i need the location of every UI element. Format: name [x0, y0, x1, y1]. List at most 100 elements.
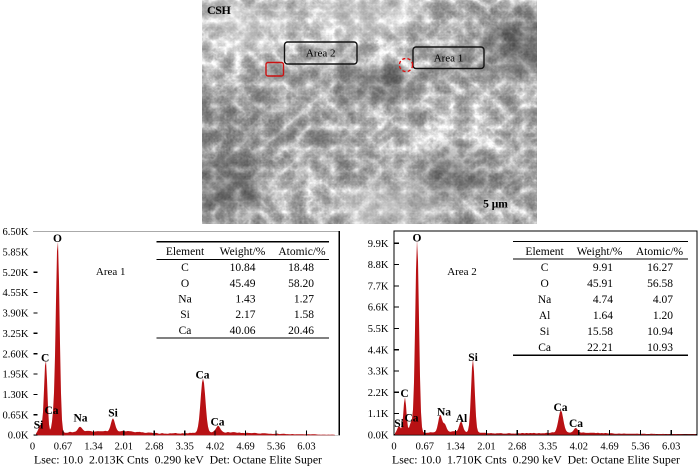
svg-text:0.65K: 0.65K — [3, 410, 29, 421]
svg-text:Atomic/%: Atomic/% — [636, 246, 684, 258]
svg-text:3.35: 3.35 — [539, 442, 557, 453]
svg-text:Area 2: Area 2 — [306, 48, 336, 60]
svg-text:4.07: 4.07 — [653, 294, 673, 306]
svg-text:4.69: 4.69 — [236, 442, 254, 453]
svg-text:Ca: Ca — [569, 418, 583, 430]
svg-text:Na: Na — [73, 413, 87, 425]
svg-text:Si: Si — [394, 418, 404, 430]
svg-text:5.5K: 5.5K — [368, 324, 389, 335]
svg-text:0: 0 — [30, 442, 35, 453]
svg-text:58.20: 58.20 — [288, 278, 314, 290]
svg-text:1.27: 1.27 — [294, 294, 314, 306]
svg-text:2.01: 2.01 — [477, 442, 495, 453]
svg-text:0.67: 0.67 — [54, 442, 72, 453]
svg-text:O: O — [413, 233, 422, 245]
svg-text:10.84: 10.84 — [230, 262, 256, 274]
svg-text:6.03: 6.03 — [662, 442, 680, 453]
svg-text:C: C — [181, 262, 189, 274]
svg-text:5.36: 5.36 — [631, 442, 649, 453]
svg-text:O: O — [181, 278, 189, 290]
svg-text:3.3K: 3.3K — [368, 367, 389, 378]
svg-text:5 μm: 5 μm — [483, 199, 508, 211]
svg-text:2.01: 2.01 — [115, 442, 133, 453]
svg-text:2.60K: 2.60K — [3, 349, 29, 360]
svg-text:4.02: 4.02 — [570, 442, 588, 453]
svg-text:4.69: 4.69 — [600, 442, 618, 453]
svg-text:9.9K: 9.9K — [368, 239, 389, 250]
svg-text:Al: Al — [456, 413, 468, 425]
svg-text:C: C — [400, 388, 408, 400]
svg-text:Weight/%: Weight/% — [220, 246, 266, 258]
svg-text:4.55K: 4.55K — [3, 288, 29, 299]
svg-text:15.58: 15.58 — [587, 326, 613, 338]
svg-text:4.74: 4.74 — [593, 294, 613, 306]
svg-text:Ca: Ca — [404, 413, 418, 425]
svg-text:22.21: 22.21 — [587, 342, 613, 354]
svg-text:2.68: 2.68 — [508, 442, 526, 453]
svg-text:3.90K: 3.90K — [3, 309, 29, 320]
svg-text:1.43: 1.43 — [235, 294, 255, 306]
svg-text:Weight/%: Weight/% — [577, 246, 623, 258]
svg-text:18.48: 18.48 — [288, 262, 314, 274]
svg-text:Si: Si — [108, 408, 118, 420]
svg-text:5.85K: 5.85K — [3, 247, 29, 258]
svg-text:3.35: 3.35 — [176, 442, 194, 453]
svg-text:8.8K: 8.8K — [368, 260, 389, 271]
svg-text:Lsec: 10.0 2.013K Cnts 0.290: Lsec: 10.0 2.013K Cnts 0.290 keV Det: Oc… — [34, 452, 322, 466]
svg-text:2.2K: 2.2K — [368, 388, 389, 399]
svg-text:0.0K: 0.0K — [368, 430, 389, 441]
svg-text:5.36: 5.36 — [267, 442, 285, 453]
svg-text:C: C — [541, 262, 549, 274]
svg-text:1.58: 1.58 — [294, 309, 314, 321]
svg-text:Si: Si — [180, 309, 190, 321]
svg-text:Area 2: Area 2 — [447, 266, 477, 278]
svg-text:0: 0 — [391, 442, 396, 453]
svg-text:Atomic/%: Atomic/% — [278, 246, 326, 258]
svg-text:Ca: Ca — [44, 405, 58, 417]
svg-text:Si: Si — [468, 352, 478, 364]
svg-text:2.17: 2.17 — [235, 309, 255, 321]
svg-text:Al: Al — [539, 310, 551, 322]
svg-text:O: O — [540, 278, 548, 290]
svg-text:20.46: 20.46 — [288, 325, 314, 337]
svg-text:56.58: 56.58 — [647, 278, 673, 290]
svg-text:Area 1: Area 1 — [96, 266, 126, 278]
svg-text:5.20K: 5.20K — [3, 268, 29, 279]
svg-text:1.95K: 1.95K — [3, 370, 29, 381]
svg-text:Ca: Ca — [195, 370, 209, 382]
svg-text:45.49: 45.49 — [230, 278, 256, 290]
svg-text:Ca: Ca — [553, 402, 567, 414]
svg-text:9.91: 9.91 — [593, 262, 613, 274]
svg-text:Si: Si — [34, 420, 44, 432]
svg-text:0.0K: 0.0K — [8, 431, 29, 442]
svg-text:Ca: Ca — [538, 342, 551, 354]
svg-text:2.68: 2.68 — [145, 442, 163, 453]
svg-text:0.67: 0.67 — [416, 442, 434, 453]
svg-text:Na: Na — [437, 407, 451, 419]
svg-text:10.94: 10.94 — [647, 326, 673, 338]
svg-text:Ca: Ca — [210, 417, 224, 429]
svg-text:4.02: 4.02 — [206, 442, 224, 453]
svg-text:3.25K: 3.25K — [3, 329, 29, 340]
svg-text:1.1K: 1.1K — [368, 409, 389, 420]
svg-text:Element: Element — [166, 246, 205, 258]
svg-text:C: C — [41, 353, 49, 365]
svg-text:1.34: 1.34 — [84, 442, 103, 453]
svg-text:6.50K: 6.50K — [3, 227, 29, 238]
svg-text:Na: Na — [538, 294, 551, 306]
svg-text:Si: Si — [540, 326, 550, 338]
svg-text:Na: Na — [178, 294, 191, 306]
svg-text:1.30K: 1.30K — [3, 390, 29, 401]
svg-text:16.27: 16.27 — [647, 262, 673, 274]
svg-text:CSH: CSH — [207, 3, 232, 17]
svg-text:Area 1: Area 1 — [434, 52, 464, 64]
svg-text:6.6K: 6.6K — [368, 303, 389, 314]
svg-text:Element: Element — [525, 246, 564, 258]
svg-text:1.34: 1.34 — [446, 442, 465, 453]
svg-text:45.91: 45.91 — [587, 278, 613, 290]
svg-text:7.7K: 7.7K — [368, 281, 389, 292]
svg-text:40.06: 40.06 — [230, 325, 256, 337]
svg-text:Ca: Ca — [179, 325, 192, 337]
svg-text:4.4K: 4.4K — [368, 345, 389, 356]
svg-text:6.03: 6.03 — [297, 442, 315, 453]
